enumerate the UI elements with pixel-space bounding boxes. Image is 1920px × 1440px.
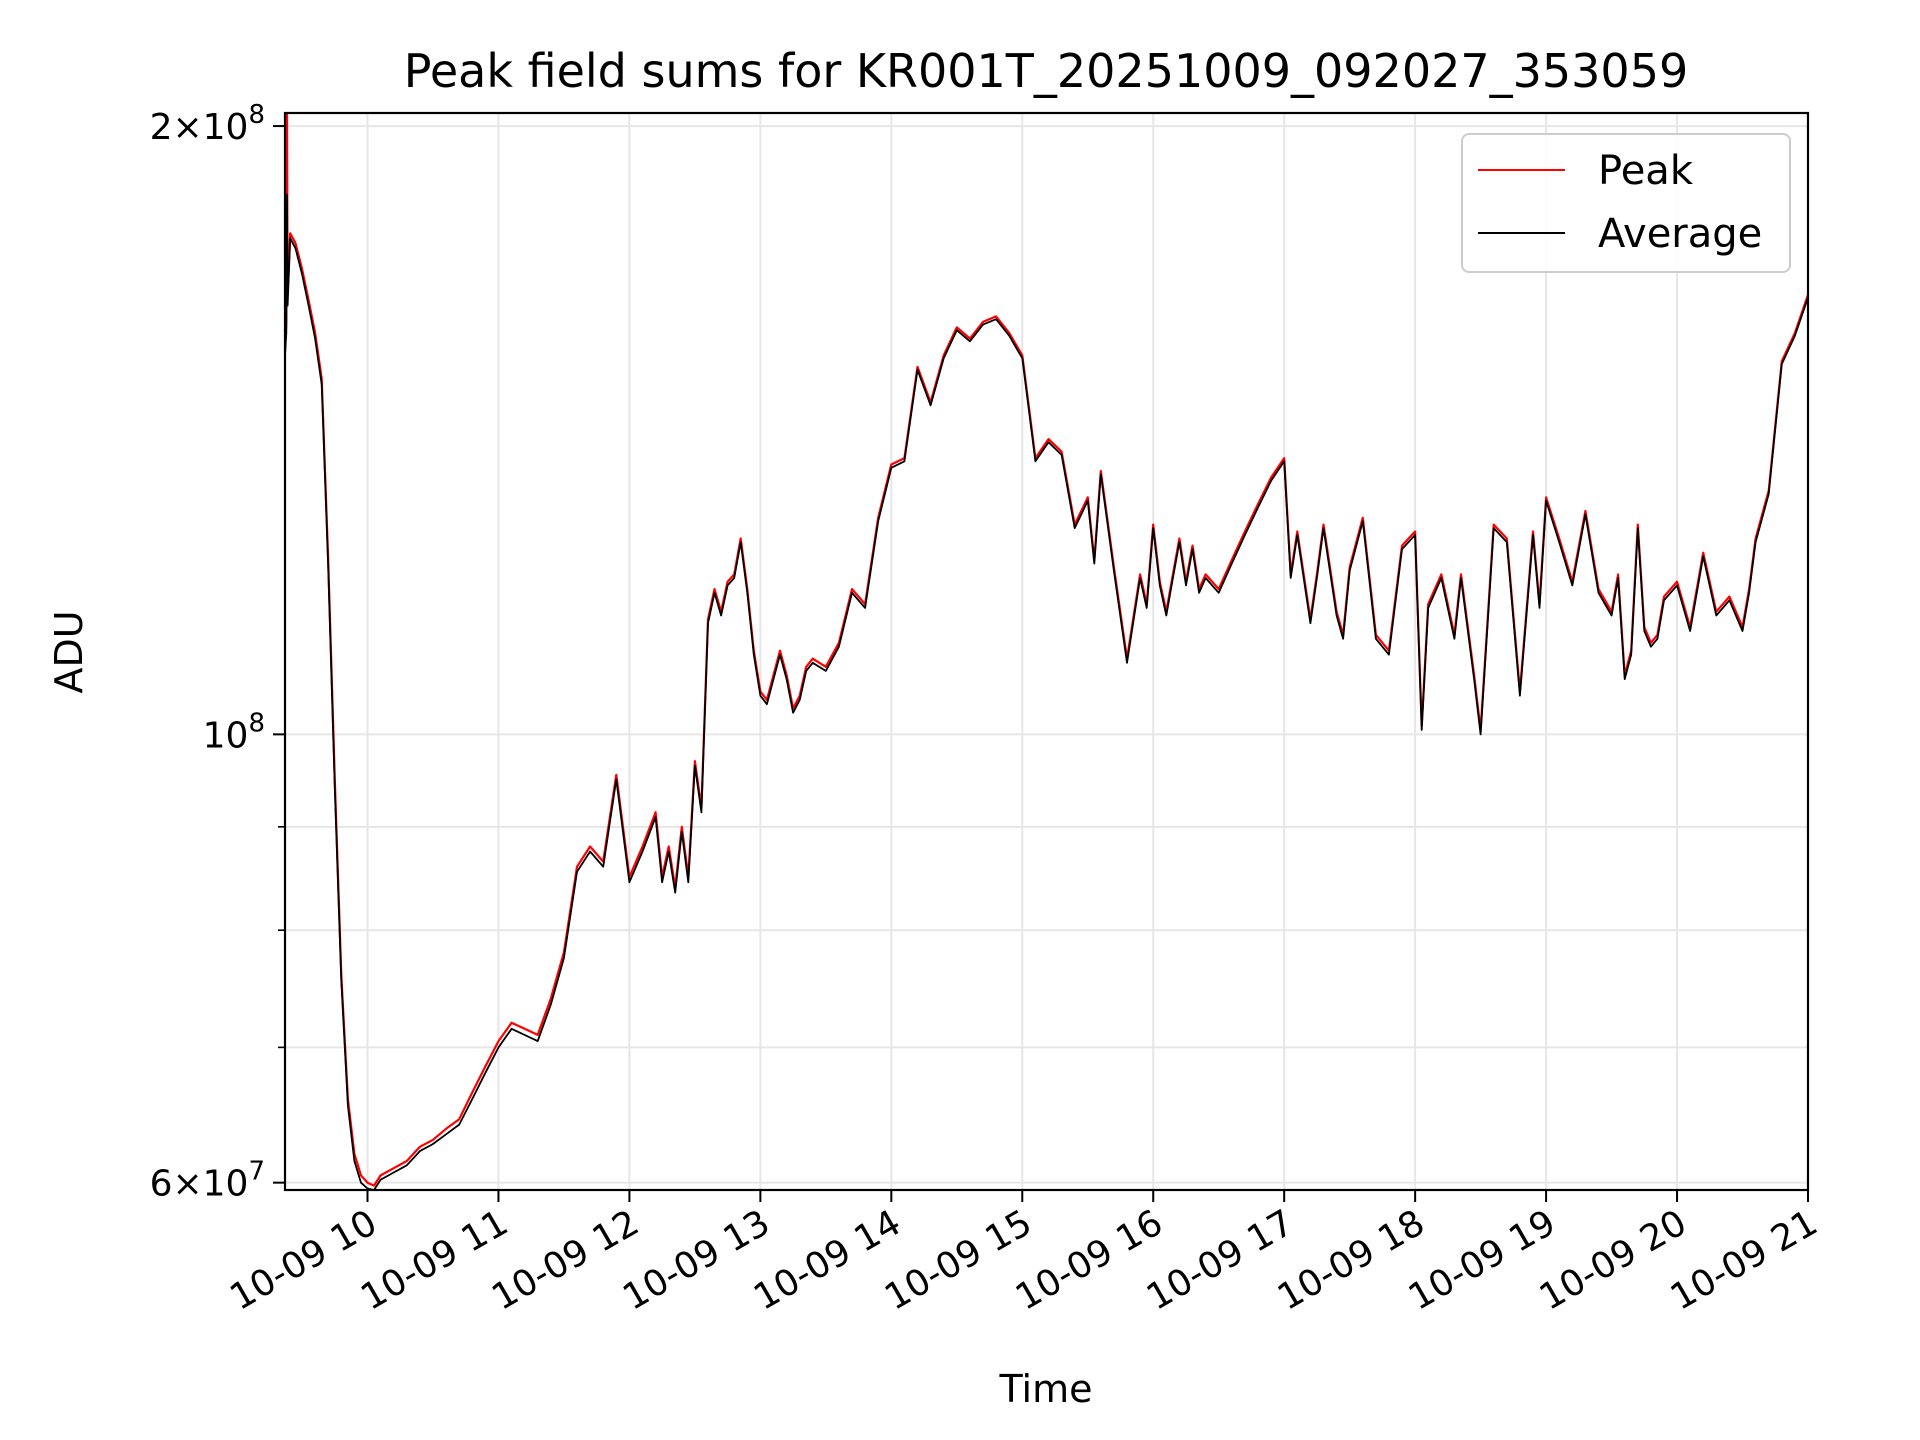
y-tick-label: 2×108 bbox=[150, 100, 265, 148]
grid-layer bbox=[285, 113, 1809, 1190]
legend-box bbox=[1461, 133, 1791, 273]
series-line-average bbox=[284, 193, 1809, 1191]
legend-peak-label: Peak bbox=[1598, 148, 1694, 194]
y-tick-label: 108 bbox=[203, 708, 265, 756]
series-layer bbox=[283, 111, 1810, 1191]
plot-area-frame bbox=[283, 111, 1810, 1192]
y-axis-label: ADU bbox=[47, 610, 91, 693]
y-tick-label: 6×107 bbox=[150, 1157, 265, 1205]
x-axis-label: Time bbox=[999, 1367, 1093, 1411]
y-axis: 6×107 108 2×108 bbox=[150, 100, 285, 1205]
legend-average-label: Average bbox=[1598, 211, 1762, 257]
chart-title: Peak field sums for KR001T_20251009_0920… bbox=[404, 44, 1688, 98]
legend: Peak Average bbox=[1461, 133, 1791, 273]
